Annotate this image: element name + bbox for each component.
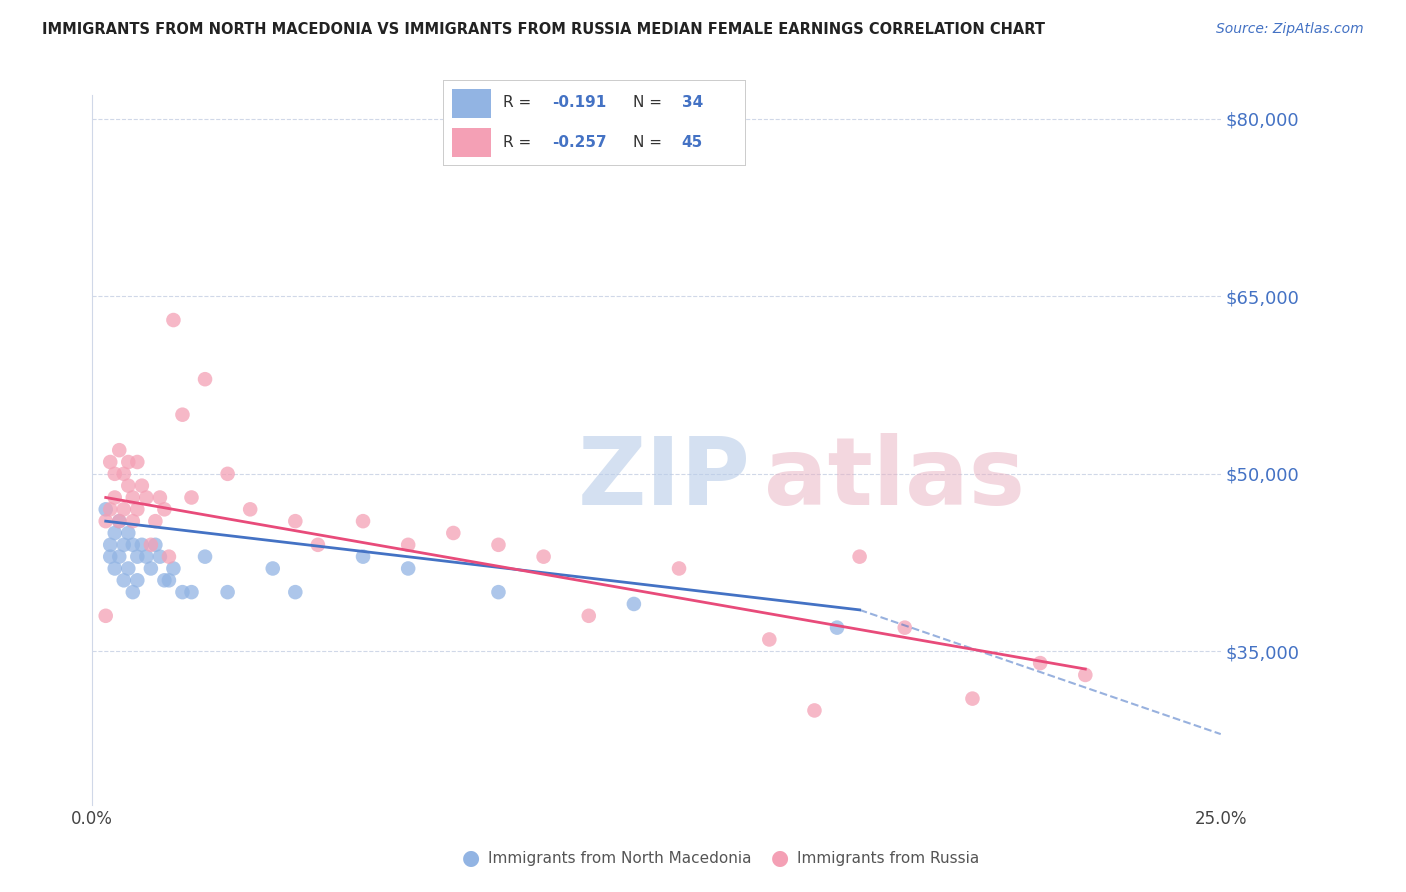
Point bbox=[127, 574, 149, 588]
Point bbox=[758, 632, 780, 647]
Point bbox=[127, 549, 149, 564]
Point bbox=[135, 491, 157, 505]
Point bbox=[180, 491, 202, 505]
Point bbox=[117, 526, 139, 541]
Point bbox=[172, 408, 194, 422]
Point bbox=[180, 585, 202, 599]
Bar bbox=[451, 128, 491, 157]
Point bbox=[284, 585, 307, 599]
Point bbox=[488, 538, 510, 552]
Point bbox=[1074, 668, 1097, 682]
Point bbox=[121, 491, 143, 505]
Point bbox=[112, 502, 135, 516]
Point bbox=[104, 491, 127, 505]
Point bbox=[239, 502, 262, 516]
Point bbox=[135, 549, 157, 564]
Point bbox=[117, 455, 139, 469]
Point bbox=[104, 467, 127, 481]
Point bbox=[121, 538, 143, 552]
Text: ●: ● bbox=[463, 848, 479, 868]
Point bbox=[131, 538, 153, 552]
Text: -0.257: -0.257 bbox=[551, 135, 606, 150]
Point bbox=[127, 455, 149, 469]
Point bbox=[108, 514, 131, 528]
Point bbox=[153, 502, 176, 516]
Point bbox=[98, 502, 121, 516]
Point bbox=[121, 514, 143, 528]
Point bbox=[149, 549, 172, 564]
Point bbox=[108, 514, 131, 528]
Point bbox=[121, 585, 143, 599]
Point bbox=[157, 574, 180, 588]
Point bbox=[396, 561, 419, 575]
Text: ●: ● bbox=[772, 848, 789, 868]
Point bbox=[139, 538, 162, 552]
Point bbox=[172, 585, 194, 599]
Point bbox=[217, 467, 239, 481]
Point bbox=[578, 608, 600, 623]
Point bbox=[108, 549, 131, 564]
Point bbox=[145, 538, 167, 552]
Text: 34: 34 bbox=[682, 95, 703, 110]
Text: IMMIGRANTS FROM NORTH MACEDONIA VS IMMIGRANTS FROM RUSSIA MEDIAN FEMALE EARNINGS: IMMIGRANTS FROM NORTH MACEDONIA VS IMMIG… bbox=[42, 22, 1045, 37]
Point bbox=[217, 585, 239, 599]
Point bbox=[112, 467, 135, 481]
Point bbox=[108, 443, 131, 458]
Point bbox=[112, 538, 135, 552]
Point bbox=[131, 478, 153, 492]
Point bbox=[157, 549, 180, 564]
Point bbox=[396, 538, 419, 552]
Point bbox=[668, 561, 690, 575]
Point bbox=[284, 514, 307, 528]
Point bbox=[623, 597, 645, 611]
Point bbox=[94, 608, 117, 623]
Point bbox=[117, 561, 139, 575]
Text: N =: N = bbox=[633, 95, 668, 110]
Text: R =: R = bbox=[503, 135, 537, 150]
Text: Immigrants from North Macedonia: Immigrants from North Macedonia bbox=[488, 851, 751, 865]
Point bbox=[825, 621, 848, 635]
Point bbox=[262, 561, 284, 575]
Text: N =: N = bbox=[633, 135, 668, 150]
Point bbox=[803, 703, 825, 717]
Text: Source: ZipAtlas.com: Source: ZipAtlas.com bbox=[1216, 22, 1364, 37]
Point bbox=[117, 478, 139, 492]
Point bbox=[139, 561, 162, 575]
Point bbox=[104, 526, 127, 541]
Point bbox=[149, 491, 172, 505]
Point bbox=[1029, 656, 1052, 670]
Point bbox=[488, 585, 510, 599]
Text: atlas: atlas bbox=[763, 433, 1025, 524]
Point bbox=[194, 372, 217, 386]
Point bbox=[127, 502, 149, 516]
Point bbox=[94, 514, 117, 528]
Text: ZIP: ZIP bbox=[578, 433, 751, 524]
Point bbox=[153, 574, 176, 588]
Point bbox=[162, 561, 184, 575]
Point bbox=[98, 538, 121, 552]
Point bbox=[533, 549, 555, 564]
Point bbox=[893, 621, 915, 635]
Point bbox=[98, 549, 121, 564]
Point bbox=[98, 455, 121, 469]
Point bbox=[94, 502, 117, 516]
Bar bbox=[451, 89, 491, 118]
Text: -0.191: -0.191 bbox=[551, 95, 606, 110]
Text: Immigrants from Russia: Immigrants from Russia bbox=[797, 851, 980, 865]
Point bbox=[112, 574, 135, 588]
Point bbox=[352, 514, 374, 528]
Point bbox=[441, 526, 464, 541]
Point bbox=[962, 691, 984, 706]
Point bbox=[848, 549, 870, 564]
Text: 45: 45 bbox=[682, 135, 703, 150]
Point bbox=[104, 561, 127, 575]
Point bbox=[162, 313, 184, 327]
Point bbox=[352, 549, 374, 564]
Point bbox=[307, 538, 329, 552]
Point bbox=[145, 514, 167, 528]
Point bbox=[194, 549, 217, 564]
Text: R =: R = bbox=[503, 95, 537, 110]
